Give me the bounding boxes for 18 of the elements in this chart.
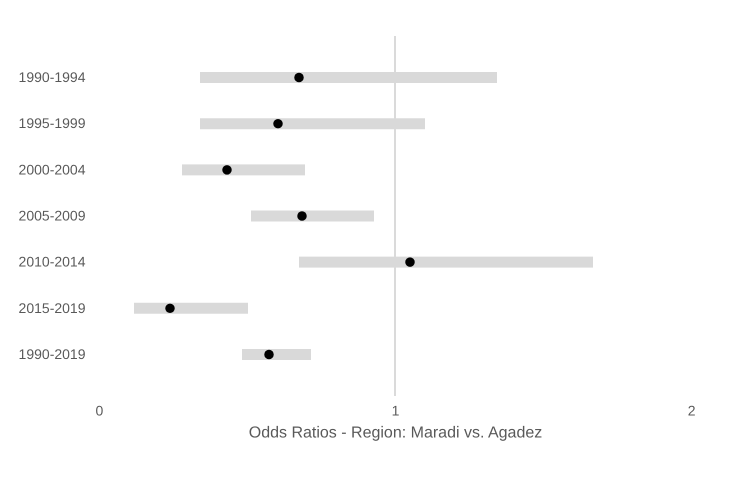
y-tick-label: 1990-1994 <box>18 69 86 86</box>
point <box>405 257 415 267</box>
x-tick-label: 0 <box>96 402 104 418</box>
y-tick-label: 2015-2019 <box>18 300 86 316</box>
x-tick-label: 1 <box>392 402 400 418</box>
point <box>264 350 274 360</box>
x-tick-label: 2 <box>688 402 696 418</box>
y-tick-label: 2000-2004 <box>18 161 86 178</box>
x-axis-title: Odds Ratios - Region: Maradi vs. Agadez <box>248 424 542 442</box>
point <box>294 72 304 82</box>
point <box>165 304 175 314</box>
y-tick-label: 1995-1999 <box>18 115 86 132</box>
y-tick-label: 1990-2019 <box>18 346 86 362</box>
point <box>297 211 307 221</box>
point <box>273 118 283 128</box>
y-tick-label: 2010-2014 <box>18 254 86 270</box>
y-tick-label: 2005-2009 <box>18 208 86 224</box>
point <box>222 165 232 175</box>
